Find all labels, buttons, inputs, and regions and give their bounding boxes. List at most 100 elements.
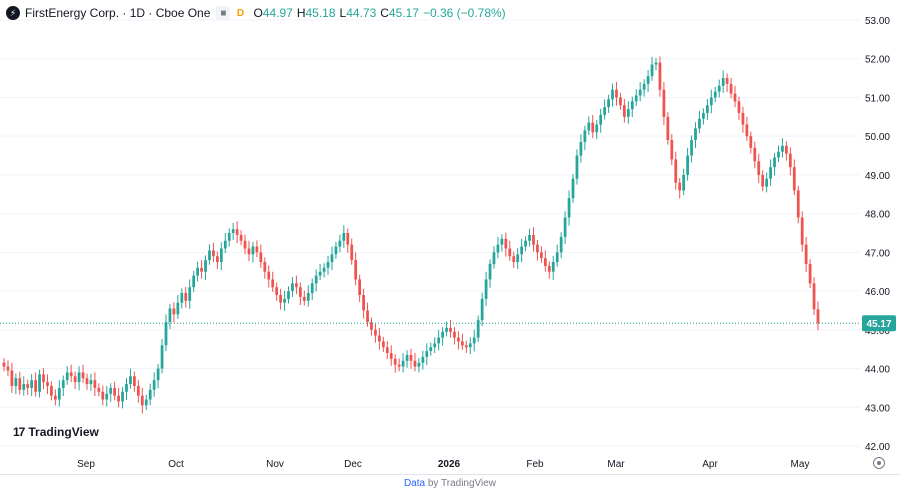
change-value: −0.36 (−0.78%) xyxy=(422,6,506,20)
candle-body xyxy=(532,234,535,245)
candle-body xyxy=(504,238,508,249)
candle-body xyxy=(781,145,784,152)
candle-body xyxy=(670,140,674,160)
candle-body xyxy=(674,159,678,183)
candle-body xyxy=(366,310,369,323)
tradingview-logo[interactable]: 17 TradingView xyxy=(9,421,103,443)
chart-area[interactable]: 53.00 52.00 51.00 50.00 49.00 48.00 47.00 46.00… xyxy=(0,0,900,475)
candle-body xyxy=(705,105,709,113)
candle-body xyxy=(219,248,223,263)
candle-body xyxy=(204,260,207,272)
candle-body xyxy=(698,118,701,129)
candle-body xyxy=(761,174,765,187)
candle-body xyxy=(310,283,314,294)
candle-body xyxy=(729,83,733,94)
close-label: C xyxy=(380,6,389,20)
candle-body xyxy=(314,275,318,284)
candle-body xyxy=(18,378,22,390)
data-link[interactable]: Data xyxy=(403,478,426,489)
gear-icon[interactable] xyxy=(873,457,885,469)
candle-body xyxy=(512,256,516,263)
candle-body xyxy=(283,298,286,303)
candle-body xyxy=(117,395,120,402)
candle-body xyxy=(318,271,322,276)
gridlines xyxy=(0,19,860,447)
candle-body xyxy=(2,362,6,367)
candle-body xyxy=(468,343,472,348)
candle-body xyxy=(263,262,267,272)
candle-body xyxy=(800,217,804,245)
tradingview-logo-text: TradingView xyxy=(28,425,99,439)
candlestick-chart[interactable]: 53.00 52.00 51.00 50.00 49.00 48.00 47.00 46.00… xyxy=(0,0,900,474)
candle-body xyxy=(105,393,109,400)
candle-body xyxy=(441,331,444,338)
time-tick-label: Mar xyxy=(607,459,625,470)
candle-body xyxy=(725,78,729,84)
candle-body xyxy=(89,380,93,385)
candle-body xyxy=(816,309,820,324)
candle-body xyxy=(741,112,745,125)
candle-body xyxy=(306,293,310,301)
candle-body xyxy=(93,380,97,388)
candle-body xyxy=(409,354,413,361)
candle-body xyxy=(22,384,26,390)
candle-body xyxy=(346,233,350,245)
candle-body xyxy=(397,364,401,367)
candle-body xyxy=(575,155,579,179)
firstenergy-logo-icon: ⚡ xyxy=(6,6,20,20)
candle-body xyxy=(658,62,662,90)
candle-body xyxy=(476,320,480,338)
candle-body xyxy=(326,262,330,268)
candle-body xyxy=(322,267,326,272)
candle-body xyxy=(148,389,152,400)
time-tick-label: 2026 xyxy=(438,459,461,470)
candle-body xyxy=(571,178,575,199)
candle-body xyxy=(298,287,302,297)
candle-body xyxy=(563,217,567,237)
candle-body xyxy=(607,99,610,108)
candle-body xyxy=(792,167,796,191)
candle-body xyxy=(26,384,30,388)
candle-body xyxy=(164,322,168,346)
candle-body xyxy=(626,109,630,117)
candle-body xyxy=(690,140,693,156)
candle-body xyxy=(417,362,421,367)
price-tick-label: 50.00 xyxy=(865,132,890,143)
candle-body xyxy=(615,89,618,98)
symbol-title[interactable]: FirstEnergy Corp. · 1D · Cboe One xyxy=(25,6,211,20)
candle-body xyxy=(516,254,520,263)
candle-body xyxy=(176,302,180,315)
candle-body xyxy=(812,283,816,310)
candle-body xyxy=(555,252,559,263)
candle-body xyxy=(737,101,741,113)
candle-body xyxy=(212,250,215,257)
candle-body xyxy=(808,263,812,284)
candle-body xyxy=(385,347,389,354)
candle-body xyxy=(168,308,172,323)
time-tick-label: May xyxy=(791,459,810,470)
time-tick-label: Feb xyxy=(526,459,544,470)
candle-body xyxy=(180,293,184,303)
candle-body xyxy=(350,244,354,261)
time-tick-label: Dec xyxy=(344,459,362,470)
candle-body xyxy=(654,62,658,65)
candle-body xyxy=(591,122,595,133)
candle-body xyxy=(184,293,188,301)
candle-body xyxy=(524,240,527,247)
candle-body xyxy=(694,128,697,141)
candle-body xyxy=(330,254,334,263)
candle-body xyxy=(374,329,377,336)
candle-body xyxy=(717,85,721,92)
candle-body xyxy=(460,341,464,346)
candle-body xyxy=(453,331,456,338)
time-tick-label: Apr xyxy=(702,459,718,470)
candle-body xyxy=(634,95,638,102)
candle-body xyxy=(101,391,105,400)
candle-body xyxy=(172,308,176,315)
candle-body xyxy=(619,97,622,106)
candle-body xyxy=(433,343,437,348)
candle-body xyxy=(302,296,306,301)
candle-body xyxy=(595,124,599,133)
open-value: 44.97 xyxy=(262,6,293,20)
candle-body xyxy=(642,83,646,90)
